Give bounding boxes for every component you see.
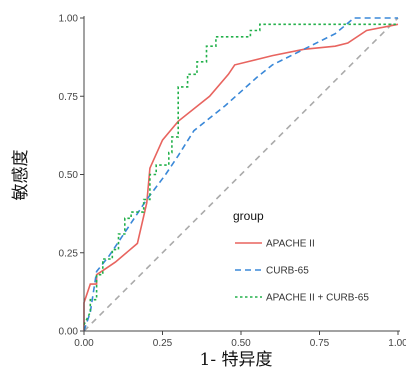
- legend-title: group: [233, 209, 264, 223]
- reference-diagonal-line: [83, 17, 399, 332]
- y-tick-label: 0.75: [59, 92, 79, 103]
- x-tick-label: 0.00: [74, 338, 94, 349]
- x-tick-label: 0.75: [310, 338, 330, 349]
- x-axis-title: 1- 特异度: [200, 350, 273, 370]
- legend-label-3: APACHE II + CURB-65: [266, 293, 369, 304]
- y-axis-ticks: 0.00 0.25 0.50 0.75 1.00: [59, 14, 84, 338]
- series-line-2: [83, 17, 398, 332]
- plot-area: [83, 17, 399, 332]
- legend: group APACHE II CURB-65 APACHE II + CURB-6…: [233, 209, 369, 304]
- series-line-1: [83, 23, 399, 331]
- y-axis-title: 敏感度: [11, 150, 31, 201]
- y-tick-label: 0.25: [59, 248, 79, 259]
- y-tick-label: 0.50: [59, 170, 79, 181]
- x-tick-label: 1.00: [388, 338, 406, 349]
- x-axis-ticks: 0.00 0.25 0.50 0.75 1.00: [74, 331, 406, 349]
- legend-label-2: CURB-65: [266, 266, 309, 277]
- x-tick-label: 0.50: [231, 338, 251, 349]
- series-line-3: [83, 23, 398, 326]
- legend-label-1: APACHE II: [266, 239, 315, 250]
- x-tick-label: 0.25: [153, 338, 173, 349]
- y-tick-label: 0.00: [59, 327, 79, 338]
- y-tick-label: 1.00: [59, 14, 79, 25]
